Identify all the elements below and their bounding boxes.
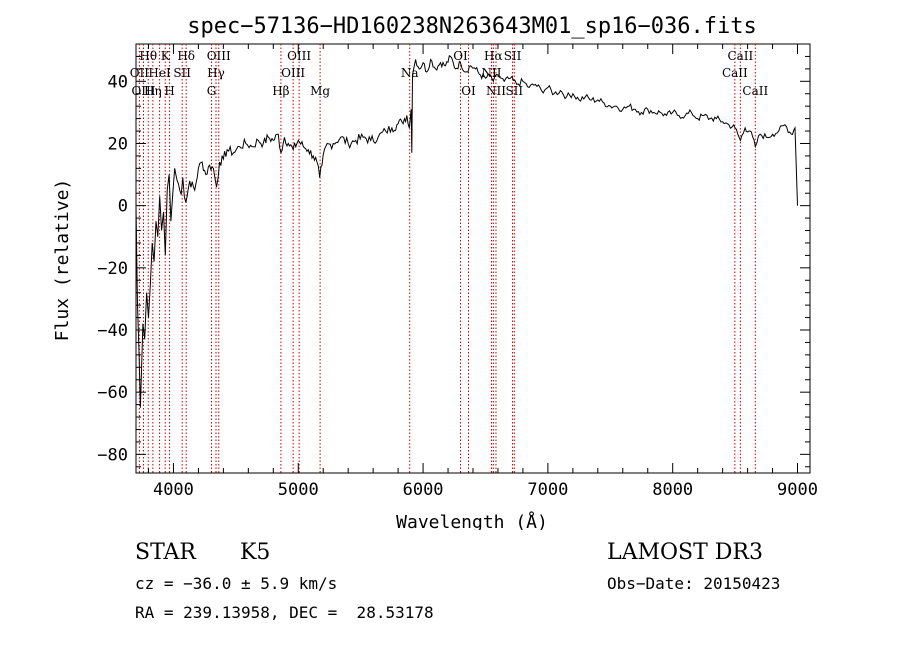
object-class: STAR bbox=[135, 540, 196, 565]
x-tick-label: 9000 bbox=[777, 480, 818, 500]
emission-lines bbox=[138, 44, 756, 473]
y-tick-label: −40 bbox=[97, 321, 128, 341]
y-tick-label: −60 bbox=[97, 383, 128, 403]
y-tick-label: 40 bbox=[108, 72, 128, 92]
x-tick-label: 6000 bbox=[403, 480, 444, 500]
line-label: Hβ bbox=[272, 84, 289, 98]
line-label: Mg bbox=[310, 84, 330, 98]
plot-frame bbox=[135, 43, 811, 474]
x-tick-label: 5000 bbox=[278, 480, 319, 500]
x-tick-label: 7000 bbox=[527, 480, 568, 500]
obs-date: Obs−Date: 20150423 bbox=[607, 574, 781, 593]
redshift-info: cz = −36.0 ± 5.9 km/s bbox=[135, 574, 338, 593]
x-tick-label: 8000 bbox=[652, 480, 693, 500]
line-label: SII bbox=[505, 84, 523, 98]
line-label: OI bbox=[461, 84, 476, 98]
x-tick-label: 4000 bbox=[153, 480, 194, 500]
line-label: CaII bbox=[742, 84, 768, 98]
line-label: OIII bbox=[281, 66, 305, 80]
y-tick-label: 20 bbox=[108, 134, 128, 154]
survey-name: LAMOST DR3 bbox=[607, 540, 763, 565]
line-label: OI bbox=[453, 49, 468, 63]
object-subclass: K5 bbox=[240, 540, 271, 565]
line-label: CaII bbox=[727, 49, 753, 63]
line-labels: Hθ OII OIII K HeI Hη H Hδ SII OIII Hγ G Hβ OIII OIII Mg… bbox=[130, 49, 769, 98]
line-label: CaII bbox=[722, 66, 748, 80]
line-label: SII bbox=[173, 66, 191, 80]
line-label: Hη bbox=[144, 84, 162, 98]
line-label: Hγ bbox=[207, 66, 225, 80]
spectrum-chart: spec−57136−HD160238N263643M01_sp16−036.f… bbox=[52, 14, 818, 530]
line-label: OIII bbox=[131, 84, 155, 98]
line-label: SII bbox=[504, 49, 522, 63]
line-label: OIII bbox=[287, 49, 311, 63]
coordinates: RA = 239.13958, DEC = 28.53178 bbox=[135, 603, 434, 622]
line-label: OII bbox=[130, 66, 150, 80]
x-axis-label: Wavelength (Å) bbox=[396, 511, 548, 530]
y-tick-label: 0 bbox=[118, 197, 128, 217]
line-label: OIII bbox=[207, 49, 231, 63]
line-label: K bbox=[161, 49, 171, 63]
chart-title: spec−57136−HD160238N263643M01_sp16−036.f… bbox=[187, 14, 757, 39]
line-label: NII bbox=[486, 84, 506, 98]
y-axis-label: Flux (relative) bbox=[52, 179, 73, 342]
line-label: Hθ bbox=[139, 49, 157, 63]
spectrum-series bbox=[135, 55, 798, 408]
line-label: HeI bbox=[148, 66, 171, 80]
line-label: H bbox=[164, 84, 174, 98]
y-tick-label: −20 bbox=[97, 259, 128, 279]
line-label: G bbox=[207, 84, 217, 98]
axis-ticks: 4000 5000 6000 7000 8000 9000 −80 −60 −40 −20 0 20 4… bbox=[97, 44, 818, 500]
line-label: Hδ bbox=[177, 49, 195, 63]
y-tick-label: −80 bbox=[97, 445, 128, 465]
line-label: Na bbox=[401, 66, 419, 80]
line-label: Hα bbox=[484, 49, 503, 63]
